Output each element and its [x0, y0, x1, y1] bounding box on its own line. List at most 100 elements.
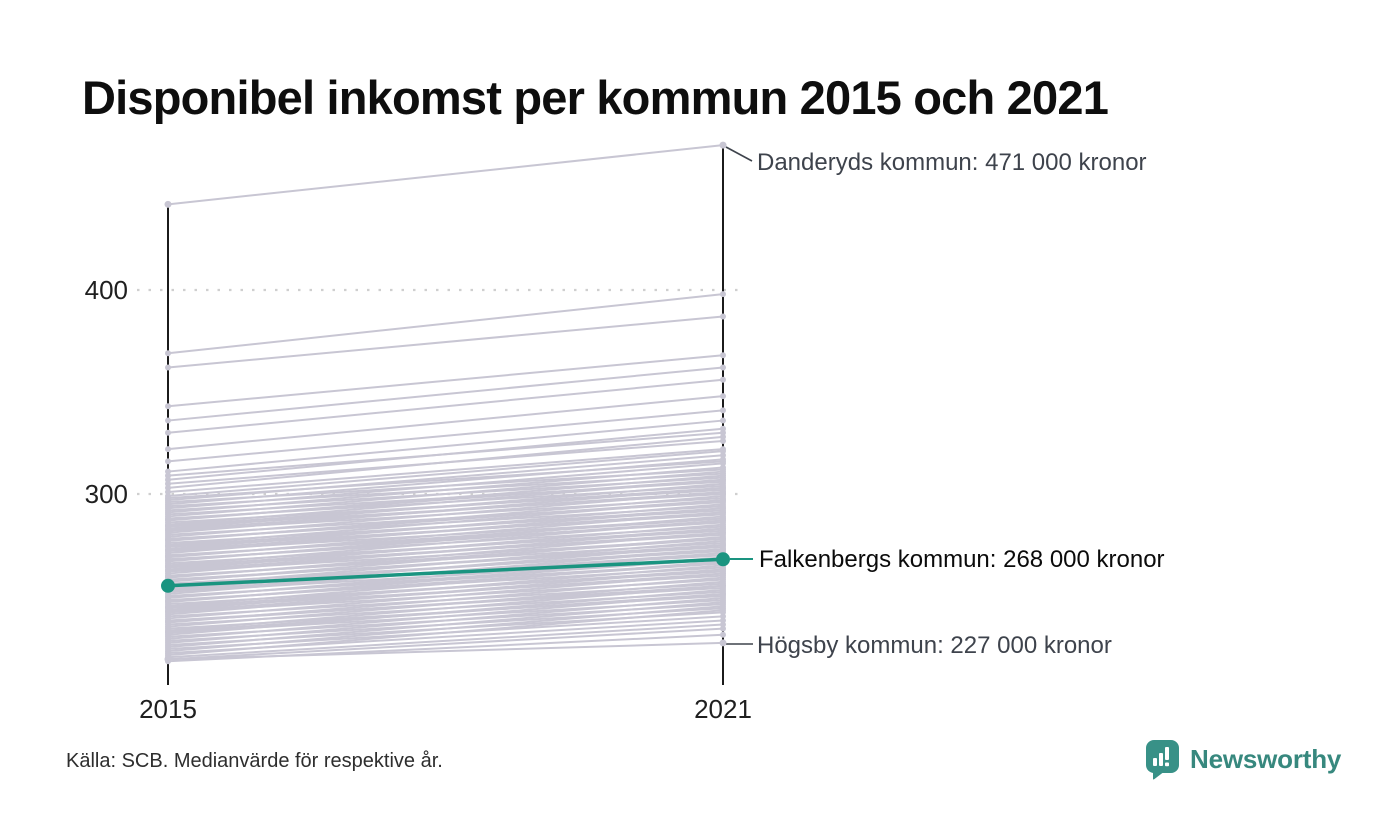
municipality-line	[167, 544, 724, 582]
x-label-2021: 2021	[694, 694, 752, 724]
municipality-line	[167, 427, 724, 481]
municipality-dot-2015	[165, 553, 171, 560]
municipality-annotated-dot-2015	[164, 655, 172, 663]
municipality-line	[167, 466, 724, 514]
municipality-highlighted-dot-2015	[161, 578, 175, 593]
municipality-line	[167, 470, 724, 518]
municipality-line	[167, 519, 724, 562]
municipality-line	[167, 315, 724, 369]
municipality-highlighted-dot-2021	[716, 552, 730, 567]
municipality-dot-2021	[720, 525, 726, 532]
municipality-line	[167, 462, 724, 510]
municipality-dot-2015	[165, 604, 171, 611]
municipality-line	[167, 584, 724, 623]
municipality-line	[167, 592, 724, 640]
municipality-line	[167, 450, 724, 498]
municipality-annotated-line	[167, 641, 724, 661]
municipality-line	[167, 609, 724, 657]
municipality-dot-2021	[720, 364, 726, 371]
municipality-dot-2015	[165, 628, 171, 635]
newsworthy-logo: Newsworthy	[1144, 738, 1341, 780]
logo-wordmark: Newsworthy	[1190, 743, 1342, 774]
municipality-line	[167, 486, 724, 527]
municipality-annotated-dot-2015	[164, 200, 172, 208]
municipality-dot-2015	[165, 594, 171, 601]
municipality-dot-2021	[720, 497, 726, 504]
municipality-dot-2015	[165, 522, 171, 529]
municipality-dot-2021	[720, 566, 726, 573]
municipality-line	[167, 537, 724, 578]
municipality-dot-2021	[720, 425, 726, 432]
y-tick-label-300: 300	[85, 479, 128, 509]
municipality-line	[167, 572, 724, 613]
municipality-dot-2015	[165, 516, 171, 523]
municipality-line	[167, 592, 724, 633]
page-title: Disponibel inkomst per kommun 2015 och 2…	[82, 71, 1109, 124]
municipality-line	[167, 490, 724, 531]
x-label-2015: 2015	[139, 694, 197, 724]
municipality-line	[167, 435, 724, 489]
municipality-line	[167, 419, 724, 473]
municipality-line	[167, 448, 724, 493]
municipality-dot-2021	[720, 484, 726, 491]
municipality-dot-2021	[720, 515, 726, 522]
municipality-line	[167, 458, 724, 506]
municipality-dot-2021	[720, 376, 726, 383]
municipality-line	[167, 293, 724, 355]
municipality-line	[167, 366, 724, 422]
municipality-line	[167, 478, 724, 521]
municipality-dot-2015	[165, 446, 171, 453]
municipality-dot-2021	[720, 546, 726, 553]
municipality-dot-2021	[720, 535, 726, 542]
municipality-line	[167, 527, 724, 568]
annotation-highlight-falkenberg: Falkenbergs kommun: 268 000 kronor	[759, 546, 1165, 573]
municipality-dot-2015	[165, 403, 171, 410]
municipality-dot-2021	[720, 291, 726, 298]
source-note: Källa: SCB. Medianvärde för respektive å…	[66, 750, 443, 772]
municipality-line	[167, 395, 724, 451]
municipality-dot-2021	[720, 625, 726, 632]
municipality-dot-2021	[720, 505, 726, 512]
municipality-dot-2021	[720, 417, 726, 424]
municipality-line	[167, 605, 724, 653]
municipality-line	[167, 572, 724, 620]
municipality-dot-2015	[165, 543, 171, 550]
municipality-line	[167, 517, 724, 558]
municipality-dot-2015	[165, 536, 171, 543]
municipality-line	[167, 490, 724, 538]
municipality-annotated-dot-2021	[719, 639, 727, 647]
municipality-dot-2021	[720, 352, 726, 359]
municipality-line	[167, 511, 724, 552]
municipality-dot-2015	[165, 350, 171, 357]
municipality-line	[167, 531, 724, 572]
leader-line-danderyd	[725, 146, 753, 162]
municipality-dot-2015	[165, 364, 171, 371]
municipality-line	[167, 623, 724, 659]
municipality-line	[167, 562, 724, 603]
municipality-dot-2021	[720, 393, 726, 400]
municipality-line	[167, 558, 724, 599]
municipality-dot-2015	[165, 417, 171, 424]
municipality-line	[167, 597, 724, 644]
municipality-dot-2021	[720, 631, 726, 638]
municipality-line	[167, 507, 724, 548]
municipality-line	[167, 454, 724, 502]
municipality-dot-2015	[165, 429, 171, 436]
municipality-line	[167, 499, 724, 541]
municipality-line	[167, 568, 724, 609]
municipality-line	[167, 378, 724, 434]
municipality-line	[167, 584, 724, 632]
municipality-line	[167, 354, 724, 408]
municipality-dot-2015	[165, 573, 171, 580]
municipality-dot-2015	[165, 618, 171, 625]
municipality-dot-2021	[720, 433, 726, 440]
municipality-dot-2021	[720, 590, 726, 597]
municipality-highlighted-line	[167, 557, 724, 588]
annotation-max-danderyd: Danderyds kommun: 471 000 kronor	[757, 149, 1147, 176]
municipality-dot-2021	[720, 407, 726, 414]
municipality-line	[167, 409, 724, 463]
municipality-annotated-dot-2021	[719, 141, 727, 149]
y-tick-label-400: 400	[85, 275, 128, 305]
